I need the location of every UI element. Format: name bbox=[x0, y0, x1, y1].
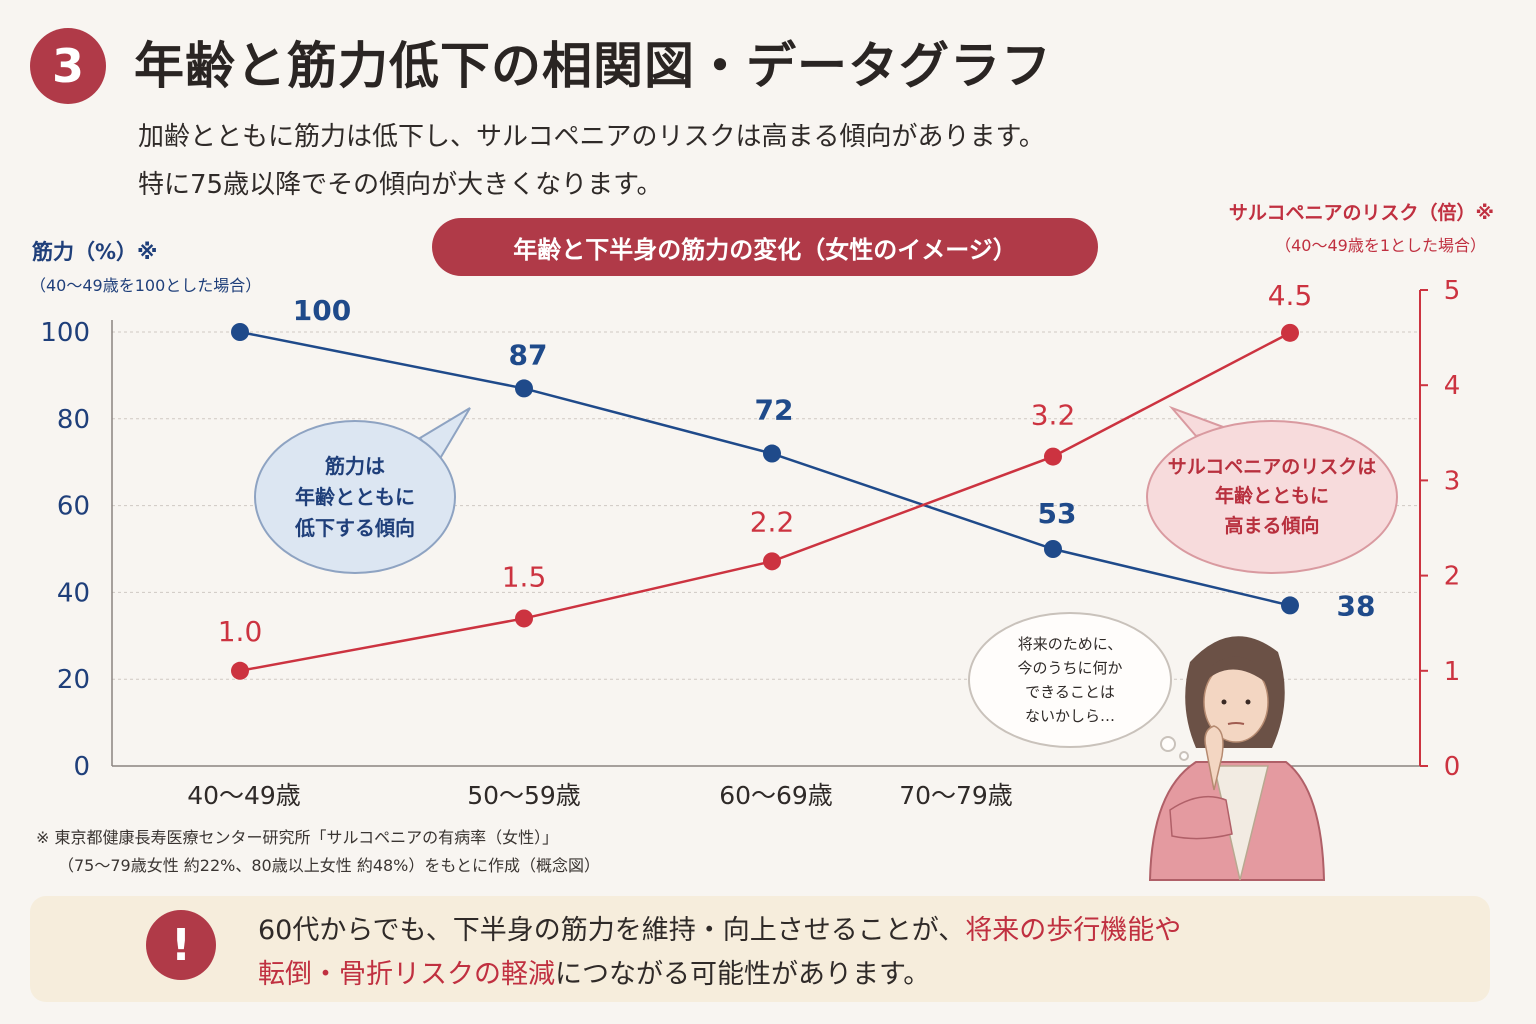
risk-data-label: 3.2 bbox=[1031, 399, 1076, 432]
risk-increase-bubble: サルコペニアのリスクは 年齢とともに 高まる傾向 bbox=[1146, 420, 1398, 574]
left-axis-tick-label: 20 bbox=[57, 665, 90, 695]
muscle-decline-bubble: 筋力は 年齢とともに 低下する傾向 bbox=[254, 420, 456, 574]
footnote-line-1: ※ 東京都健康長寿医療センター研究所「サルコペニアの有病率（女性）」 bbox=[36, 828, 559, 847]
risk-data-point bbox=[231, 661, 249, 680]
left-axis-tick-label: 40 bbox=[57, 578, 90, 608]
risk-data-point bbox=[763, 552, 781, 571]
right-axis-tick-label: 1 bbox=[1444, 657, 1461, 687]
strength-data-label: 38 bbox=[1337, 589, 1376, 622]
thought-dot-small bbox=[1179, 751, 1189, 761]
risk-bubble-text: サルコペニアのリスクは 年齢とともに 高まる傾向 bbox=[1167, 455, 1377, 537]
left-axis-tick-label: 0 bbox=[73, 752, 90, 782]
thought-bubble: 将来のために、 今のうちに何か できることは ないかしら… bbox=[968, 612, 1172, 748]
risk-data-point bbox=[1044, 447, 1062, 466]
right-axis-tick-label: 5 bbox=[1444, 276, 1461, 306]
strength-data-label: 100 bbox=[293, 294, 351, 327]
strength-data-label: 72 bbox=[755, 394, 794, 427]
left-axis-subtitle: （40〜49歳を100とした場合） bbox=[30, 276, 262, 295]
lead-text-line-1: 加齢とともに筋力は低下し、サルコペニアのリスクは高まる傾向があります。 bbox=[138, 122, 1045, 152]
risk-data-point bbox=[515, 609, 533, 628]
key-message-callout bbox=[30, 896, 1490, 1002]
risk-data-label: 4.5 bbox=[1268, 279, 1313, 312]
callout-line-1-highlight: 将来の歩行機能や bbox=[965, 915, 1182, 946]
left-axis-title: 筋力（%）※ bbox=[32, 240, 158, 264]
strength-data-point bbox=[763, 444, 781, 463]
risk-data-point bbox=[1281, 323, 1299, 342]
thought-bubble-text: 将来のために、 今のうちに何か できることは ないかしら… bbox=[1017, 635, 1123, 725]
section-number-badge: 3 bbox=[30, 28, 106, 104]
left-axis-tick-label: 80 bbox=[57, 405, 90, 435]
right-axis-title: サルコペニアのリスク（倍）※ bbox=[1228, 202, 1494, 224]
lead-text-line-2: 特に75歳以降でその傾向が大きくなります。 bbox=[138, 170, 663, 200]
left-axis-tick-label: 60 bbox=[57, 492, 90, 522]
x-axis-category-label: 40〜49歳 bbox=[187, 781, 301, 810]
callout-line-2: 転倒・骨折リスクの軽減につながる可能性があります。 bbox=[258, 952, 930, 991]
right-axis-tick-label: 4 bbox=[1444, 371, 1461, 401]
x-axis-category-label: 50〜59歳 bbox=[467, 781, 581, 810]
page-title: 年齢と筋力低下の相関図・データグラフ bbox=[134, 37, 1052, 95]
exclamation-icon: ! bbox=[146, 910, 216, 980]
callout-line-1: 60代からでも、下半身の筋力を維持・向上させることが、将来の歩行機能や bbox=[258, 908, 1181, 947]
risk-data-label: 2.2 bbox=[750, 505, 795, 538]
right-axis-tick-label: 3 bbox=[1444, 466, 1461, 496]
muscle-bubble-text: 筋力は 年齢とともに 低下する傾向 bbox=[295, 453, 415, 540]
strength-data-point bbox=[1281, 596, 1299, 615]
callout-line-2-text: につながる可能性があります。 bbox=[555, 959, 931, 990]
risk-data-label: 1.0 bbox=[218, 615, 263, 648]
left-axis-tick-label: 100 bbox=[40, 318, 90, 348]
footnote-line-2: （75〜79歳女性 約22%、80歳以上女性 約48%）をもとに作成（概念図） bbox=[58, 856, 601, 875]
right-axis-subtitle: （40〜49歳を1とした場合） bbox=[1275, 236, 1486, 255]
right-axis-tick-label: 2 bbox=[1444, 562, 1461, 592]
thought-dot-large bbox=[1160, 736, 1176, 752]
strength-data-point bbox=[515, 379, 533, 398]
strength-data-label: 53 bbox=[1038, 497, 1077, 530]
strength-data-point bbox=[1044, 540, 1062, 558]
risk-data-label: 1.5 bbox=[502, 560, 547, 593]
callout-line-1-text: 60代からでも、下半身の筋力を維持・向上させることが、 bbox=[258, 915, 966, 946]
chart-title: 年齢と下半身の筋力の変化（女性のイメージ） bbox=[432, 218, 1098, 276]
strength-data-point bbox=[231, 323, 249, 341]
callout-line-2-highlight: 転倒・骨折リスクの軽減 bbox=[258, 959, 555, 990]
thinking-woman-illustration bbox=[1148, 636, 1326, 881]
right-axis-tick-label: 0 bbox=[1444, 752, 1461, 782]
x-axis-category-label: 70〜79歳 bbox=[899, 781, 1013, 810]
x-axis-category-label: 60〜69歳 bbox=[719, 781, 833, 810]
strength-data-label: 87 bbox=[509, 338, 548, 371]
